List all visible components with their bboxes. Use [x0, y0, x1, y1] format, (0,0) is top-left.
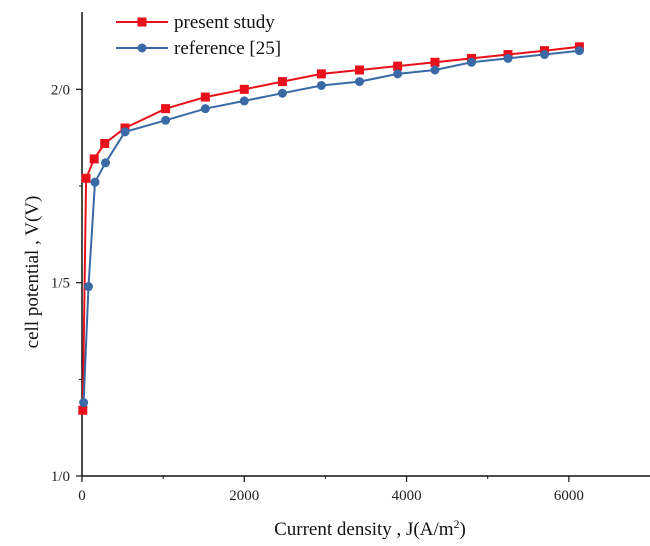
- data-point: [503, 53, 513, 63]
- legend-marker: [137, 17, 147, 27]
- x-tick-label: 6000: [554, 488, 584, 504]
- data-point: [83, 282, 93, 292]
- series-layer: [78, 42, 584, 415]
- data-point: [393, 69, 403, 79]
- series-line: [81, 45, 580, 411]
- x-axis-title: Current density , J(A/m2): [274, 517, 466, 540]
- x-axis-title-main: Current density , J(A/m: [274, 519, 454, 540]
- data-point: [79, 398, 89, 408]
- data-point: [430, 65, 440, 75]
- y-tick-label: 2/0: [51, 82, 70, 98]
- data-point: [239, 84, 249, 94]
- data-point: [78, 405, 88, 415]
- data-point: [161, 115, 171, 125]
- data-point: [200, 92, 210, 102]
- data-point: [430, 57, 440, 67]
- x-tick-label: 4000: [392, 488, 422, 504]
- data-point: [81, 173, 91, 183]
- data-point: [239, 96, 249, 106]
- x-axis-title-superscript: 2: [454, 517, 460, 531]
- data-point: [277, 77, 287, 87]
- data-point: [89, 154, 99, 164]
- series-2: [79, 46, 584, 408]
- data-point: [393, 61, 403, 71]
- data-point: [90, 177, 100, 187]
- data-point: [540, 50, 550, 60]
- data-point: [101, 158, 111, 168]
- series-1: [78, 42, 584, 415]
- x-tick-label: 2000: [229, 488, 259, 504]
- plot-frame: [81, 12, 650, 477]
- y-tick-label: 1/5: [51, 276, 70, 292]
- legend: present study reference [25]: [116, 12, 281, 59]
- data-point: [120, 127, 130, 137]
- legend-marker: [137, 43, 147, 53]
- y-tick-label: 1/0: [51, 469, 70, 485]
- data-point: [355, 65, 365, 75]
- data-point: [574, 46, 584, 56]
- data-point: [100, 138, 110, 148]
- data-point: [200, 104, 210, 114]
- legend-label: reference [25]: [174, 38, 281, 59]
- series-line: [82, 49, 580, 403]
- data-point: [316, 69, 326, 79]
- y-axis-title: cell potential , V(V): [22, 196, 43, 349]
- data-point: [161, 104, 171, 114]
- legend-label: present study: [174, 12, 275, 33]
- x-axis-title-suffix: ): [460, 519, 466, 540]
- data-point: [277, 88, 287, 98]
- data-point: [466, 57, 476, 67]
- x-tick-label: 0: [78, 488, 86, 504]
- axis-ticks: 0 2000 4000 6000 1/0 1/5 2/0: [51, 82, 584, 504]
- data-point: [316, 80, 326, 90]
- data-point: [355, 77, 365, 87]
